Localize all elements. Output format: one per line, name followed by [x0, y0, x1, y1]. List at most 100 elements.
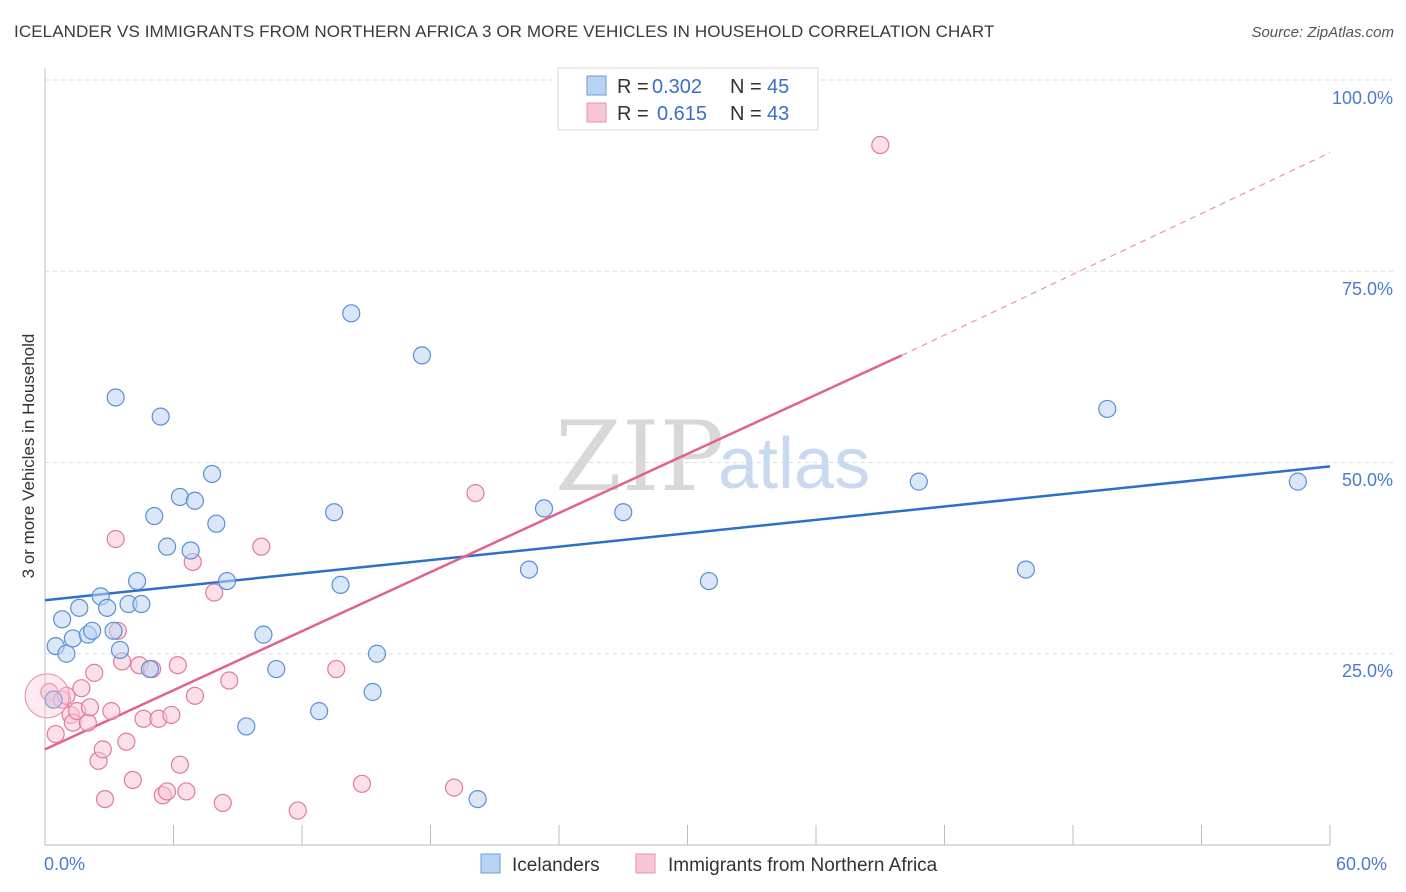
point-icelanders — [367, 644, 387, 663]
legend-r-label-1: R = — [617, 76, 649, 98]
point-immigrants — [871, 135, 890, 155]
y-tick-label-25: 25.0% — [1342, 661, 1393, 681]
x-tick-label-max: 60.0% — [1336, 854, 1387, 874]
watermark-atlas: atlas — [718, 424, 870, 504]
legend-bottom-label-icelanders: Icelanders — [512, 855, 600, 876]
watermark-zip: ZIP — [555, 401, 724, 513]
point-icelanders — [83, 621, 102, 640]
point-immigrants — [327, 659, 346, 679]
point-icelanders — [207, 514, 226, 533]
legend-n-value-1: 45 — [767, 76, 789, 98]
grid-layer — [45, 79, 1393, 655]
point-immigrants — [93, 740, 112, 759]
trend-line-extension-2 — [901, 152, 1331, 356]
point-icelanders — [1098, 399, 1117, 419]
points-layer — [24, 135, 1307, 820]
y-tick-label-50: 50.0% — [1342, 470, 1393, 490]
legend-swatch-icelanders — [586, 75, 607, 96]
point-icelanders — [909, 472, 928, 491]
point-immigrants — [46, 724, 65, 744]
point-icelanders — [412, 346, 432, 365]
point-immigrants — [157, 782, 177, 801]
trend-line-1 — [44, 465, 1331, 602]
point-icelanders — [98, 598, 117, 617]
legend-bottom-swatch-icelanders — [480, 853, 501, 874]
point-immigrants — [185, 686, 205, 705]
point-icelanders — [342, 304, 361, 323]
legend-n-label-2: N = — [730, 103, 762, 125]
point-icelanders — [202, 464, 222, 484]
point-icelanders — [44, 690, 63, 709]
point-icelanders — [157, 537, 177, 556]
axis-layer — [44, 68, 1331, 846]
trend-line-2 — [44, 354, 903, 751]
legend-n-label-1: N = — [730, 76, 762, 98]
point-icelanders — [170, 487, 190, 507]
point-icelanders — [106, 388, 125, 407]
point-immigrants — [162, 705, 181, 725]
point-icelanders — [70, 598, 89, 617]
point-icelanders — [181, 541, 200, 560]
point-icelanders — [331, 575, 350, 595]
point-immigrants — [220, 671, 239, 690]
y-axis-label: 3 or more Vehicles in Household — [19, 334, 38, 579]
point-immigrants — [170, 755, 190, 774]
point-icelanders — [104, 621, 123, 640]
point-immigrants — [123, 770, 142, 790]
point-immigrants — [168, 656, 187, 675]
point-immigrants — [205, 583, 224, 602]
point-immigrants — [288, 801, 307, 820]
point-icelanders — [267, 659, 286, 679]
legend-r-value-2: 0.615 — [657, 103, 707, 125]
legend-bottom: Icelanders Immigrants from Northern Afri… — [480, 853, 938, 876]
point-immigrants — [466, 484, 485, 503]
point-immigrants — [102, 702, 121, 721]
chart-title: ICELANDER VS IMMIGRANTS FROM NORTHERN AF… — [14, 22, 995, 41]
point-immigrants — [78, 713, 97, 732]
point-icelanders — [519, 560, 539, 579]
point-icelanders — [132, 594, 151, 614]
point-icelanders — [140, 659, 160, 679]
point-immigrants — [106, 529, 125, 549]
point-icelanders — [534, 499, 554, 518]
point-immigrants — [177, 782, 196, 801]
point-icelanders — [1288, 472, 1307, 491]
point-immigrants — [213, 793, 232, 813]
point-icelanders — [699, 571, 719, 591]
legend-r-label-2: R = — [617, 103, 649, 125]
chart-source: Source: ZipAtlas.com — [1251, 24, 1394, 41]
point-icelanders — [237, 717, 256, 736]
point-icelanders — [57, 644, 76, 663]
point-cluster-marker — [24, 673, 70, 719]
trend-layer — [44, 152, 1331, 751]
x-tick-label-min: 0.0% — [44, 854, 85, 874]
point-icelanders — [151, 407, 170, 426]
point-icelanders — [254, 625, 273, 644]
point-immigrants — [117, 732, 136, 751]
point-icelanders — [110, 640, 130, 660]
legend-swatch-immigrants — [586, 102, 607, 123]
point-icelanders — [310, 702, 329, 721]
point-icelanders — [1016, 560, 1035, 579]
legend-n-value-2: 43 — [767, 103, 789, 125]
point-icelanders — [53, 610, 72, 629]
point-icelanders — [363, 682, 382, 702]
point-icelanders — [217, 571, 237, 591]
legend-r-value-1: 0.302 — [652, 76, 702, 98]
point-icelanders — [185, 491, 205, 510]
legend-bottom-label-immigrants: Immigrants from Northern Africa — [668, 855, 938, 876]
watermark: ZIP atlas — [555, 401, 870, 513]
point-icelanders — [145, 506, 164, 526]
point-immigrants — [85, 663, 104, 682]
point-icelanders — [614, 503, 633, 522]
point-immigrants — [352, 774, 372, 793]
point-icelanders — [325, 503, 344, 522]
y-tick-label-100: 100.0% — [1332, 88, 1393, 108]
point-icelanders — [127, 571, 147, 591]
y-tick-label-75: 75.0% — [1342, 279, 1393, 299]
legend-top: R = 0.302 N = 45 R = 0.615 N = 43 — [557, 67, 819, 131]
point-icelanders — [63, 629, 82, 648]
point-immigrants — [95, 789, 115, 809]
point-icelanders — [468, 789, 487, 809]
